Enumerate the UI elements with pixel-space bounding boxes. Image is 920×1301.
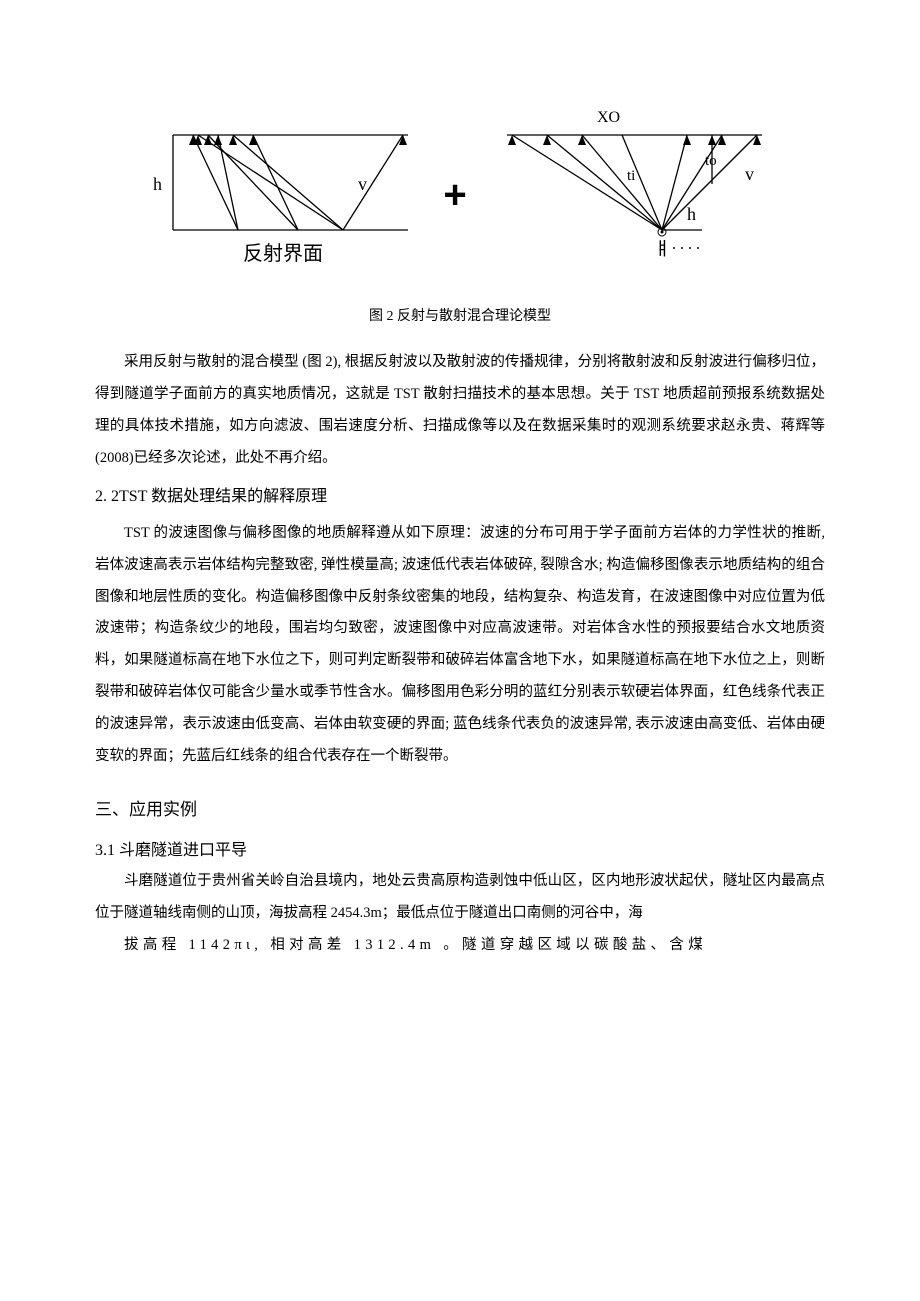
scatter-bottom-glyph: ㅒ [654, 239, 671, 259]
paragraph-2: TST 的波速图像与偏移图像的地质解释遵从如下原理：波速的分布可用于学子面前方岩… [95, 518, 825, 773]
figure-caption: 图 2 反射与散射混合理论模型 [95, 305, 825, 325]
scatter-xo-label: XO [597, 110, 620, 126]
scatter-h-label: h [687, 204, 696, 224]
heading-3-1: 3.1 斗磨隧道进口平导 [95, 836, 825, 860]
plus-sign: + [443, 173, 466, 218]
scatter-v-label: v [745, 164, 754, 184]
scatter-to-label: to [705, 153, 717, 169]
paragraph-1: 采用反射与散射的混合模型 (图 2), 根据反射波以及散射波的传播规律，分别将散… [95, 347, 825, 475]
reflection-v-label: v [358, 174, 367, 194]
paragraph-3: 斗磨隧道位于贵州省关岭自治县境内，地处云贵高原构造剥蚀中低山区，区内地形波状起伏… [95, 866, 825, 930]
heading-2-2: 2. 2TST 数据处理结果的解释原理 [95, 479, 825, 514]
paragraph-3-spread: 拔高程 1142πι, 相对高差 1312.4m 。隧道穿越区域以碳酸盐、含煤 [95, 930, 825, 962]
scatter-ti-label: ti [627, 168, 635, 184]
heading-3: 三、应用实例 [95, 795, 825, 820]
scatter-diagram: XO ti to v h ㅒ [487, 110, 777, 280]
reflection-diagram: h v 反射界面 [143, 110, 423, 280]
reflection-h-label: h [153, 174, 162, 194]
reflection-bottom-label: 反射界面 [243, 242, 323, 265]
diagram-container: h v 反射界面 + XO ti to [95, 110, 825, 280]
